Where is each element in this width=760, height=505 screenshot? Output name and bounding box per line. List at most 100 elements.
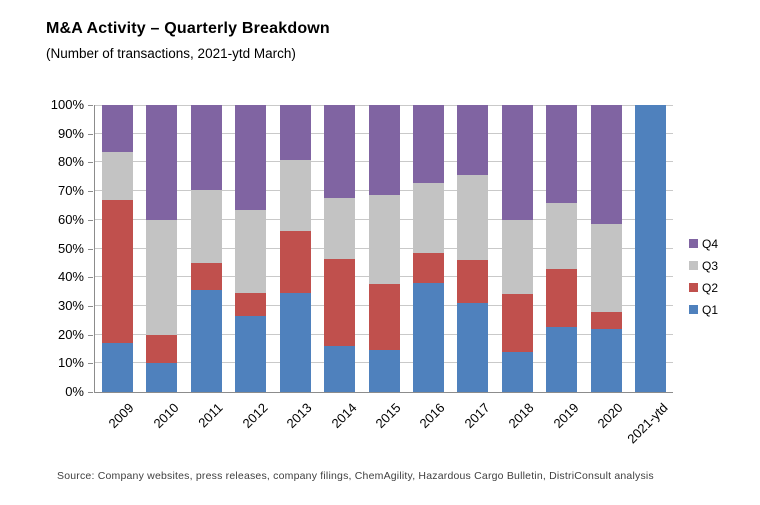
bar-segment-2009-q1 xyxy=(101,343,133,392)
y-tick-50 xyxy=(88,248,93,250)
bar-2019 xyxy=(546,105,578,392)
bar-segment-2018-q4 xyxy=(501,105,533,220)
bar-segment-2010-q4 xyxy=(146,105,178,220)
bar-segment-2012-q4 xyxy=(235,105,267,210)
bar-2021-ytd xyxy=(635,105,667,392)
plot-area xyxy=(94,105,673,393)
y-tick-30 xyxy=(88,305,93,307)
bar-segment-2012-q1 xyxy=(235,315,267,392)
bar-segment-2015-q4 xyxy=(368,105,400,196)
bar-segment-2020-q3 xyxy=(590,224,622,312)
bar-2017 xyxy=(457,105,489,392)
bar-segment-2018-q3 xyxy=(501,219,533,295)
bar-segment-2013-q2 xyxy=(279,231,311,293)
bar-2018 xyxy=(501,105,533,392)
y-axis-label-50: 50% xyxy=(57,240,84,256)
legend-label-q4: Q4 xyxy=(702,236,719,251)
y-tick-60 xyxy=(88,219,93,221)
y-axis-label-80: 80% xyxy=(57,154,84,170)
bar-segment-2014-q1 xyxy=(324,346,356,392)
bar-segment-2021-ytd-q1 xyxy=(635,105,667,392)
legend-item-q2: Q2 xyxy=(689,281,718,294)
legend-label-q2: Q2 xyxy=(702,280,719,295)
bar-segment-2010-q3 xyxy=(146,219,178,335)
y-tick-40 xyxy=(88,277,93,279)
bar-segment-2017-q1 xyxy=(457,303,489,392)
y-axis-label-30: 30% xyxy=(57,297,84,313)
bar-segment-2018-q1 xyxy=(501,351,533,392)
bar-segment-2012-q3 xyxy=(235,209,267,293)
bar-segment-2020-q1 xyxy=(590,328,622,392)
bar-2011 xyxy=(190,105,222,392)
bar-segment-2015-q1 xyxy=(368,350,400,392)
y-tick-20 xyxy=(88,334,93,336)
y-tick-0 xyxy=(88,392,93,393)
bar-segment-2019-q4 xyxy=(546,105,578,203)
bar-2010 xyxy=(146,105,178,392)
bar-segment-2011-q1 xyxy=(190,290,222,392)
bar-segment-2019-q2 xyxy=(546,268,578,328)
bar-segment-2011-q2 xyxy=(190,262,222,291)
y-tick-10 xyxy=(88,363,93,365)
bar-segment-2012-q2 xyxy=(235,293,267,316)
bar-segment-2020-q2 xyxy=(590,311,622,329)
bar-segment-2017-q2 xyxy=(457,259,489,304)
y-axis-label-100: 100% xyxy=(50,97,84,112)
y-axis-label-10: 10% xyxy=(57,355,84,371)
bar-segment-2016-q4 xyxy=(412,105,444,183)
legend-swatch-q4-icon xyxy=(689,239,698,248)
legend-label-q3: Q3 xyxy=(702,258,719,273)
bar-segment-2009-q2 xyxy=(101,199,133,344)
legend-item-q4: Q4 xyxy=(689,237,718,250)
bar-segment-2009-q4 xyxy=(101,105,133,153)
bar-segment-2018-q2 xyxy=(501,294,533,352)
bar-segment-2014-q3 xyxy=(324,198,356,259)
bar-segment-2014-q2 xyxy=(324,258,356,347)
legend-swatch-q1-icon xyxy=(689,305,698,314)
bar-2015 xyxy=(368,105,400,392)
bar-segment-2010-q1 xyxy=(146,363,178,392)
bar-segment-2016-q2 xyxy=(412,252,444,283)
bar-segment-2019-q1 xyxy=(546,327,578,392)
bar-2020 xyxy=(590,105,622,392)
bar-segment-2017-q3 xyxy=(457,175,489,260)
legend-swatch-q2-icon xyxy=(689,283,698,292)
y-axis-label-90: 90% xyxy=(57,125,84,141)
bar-segment-2015-q2 xyxy=(368,284,400,351)
legend-item-q1: Q1 xyxy=(689,303,718,316)
bar-segment-2009-q3 xyxy=(101,152,133,200)
y-tick-90 xyxy=(88,133,93,135)
y-axis-label-70: 70% xyxy=(57,183,84,199)
legend: Q4 Q3 Q2 Q1 xyxy=(689,237,718,325)
bar-2016 xyxy=(412,105,444,392)
bar-segment-2019-q3 xyxy=(546,202,578,269)
legend-swatch-q3-icon xyxy=(689,261,698,270)
legend-item-q3: Q3 xyxy=(689,259,718,272)
bar-2014 xyxy=(324,105,356,392)
bar-segment-2014-q4 xyxy=(324,105,356,199)
bar-2009 xyxy=(101,105,133,392)
y-axis-label-60: 60% xyxy=(57,211,84,227)
legend-label-q1: Q1 xyxy=(702,302,719,317)
chart-title: M&A Activity – Quarterly Breakdown xyxy=(46,20,330,37)
bar-segment-2016-q3 xyxy=(412,182,444,253)
y-tick-100 xyxy=(88,105,93,106)
bar-segment-2020-q4 xyxy=(590,105,622,225)
bar-segment-2013-q3 xyxy=(279,159,311,232)
bar-2013 xyxy=(279,105,311,392)
bar-segment-2011-q4 xyxy=(190,105,222,190)
bar-segment-2015-q3 xyxy=(368,195,400,285)
y-axis-label-20: 20% xyxy=(57,326,84,342)
y-axis-label-0: 0% xyxy=(65,384,84,399)
y-axis-label-40: 40% xyxy=(57,269,84,285)
bar-segment-2013-q4 xyxy=(279,105,311,160)
bar-2012 xyxy=(235,105,267,392)
chart-subtitle: (Number of transactions, 2021-ytd March) xyxy=(46,46,296,61)
y-tick-80 xyxy=(88,162,93,164)
bar-segment-2011-q3 xyxy=(190,189,222,263)
source-note: Source: Company websites, press releases… xyxy=(57,470,654,482)
bar-segment-2017-q4 xyxy=(457,105,489,176)
bar-segment-2010-q2 xyxy=(146,334,178,364)
bar-segment-2016-q1 xyxy=(412,282,444,392)
